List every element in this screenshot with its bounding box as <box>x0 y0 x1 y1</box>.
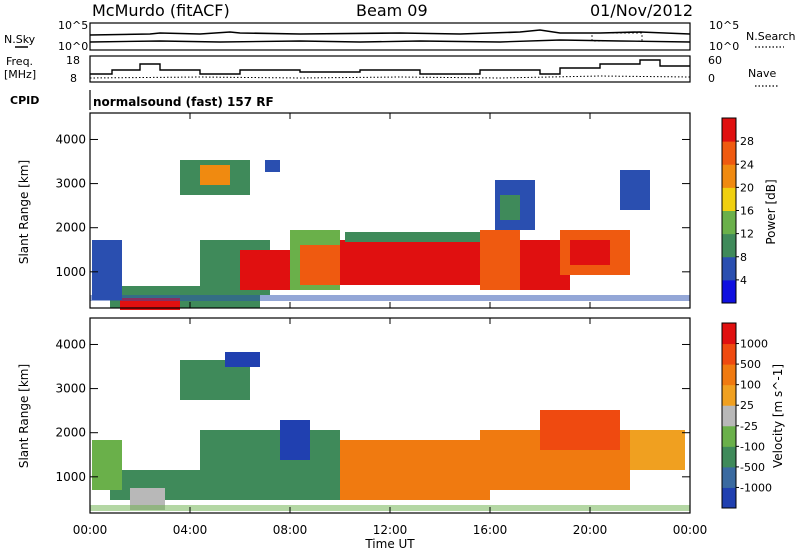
x-tick-label: 00:00 <box>673 523 708 537</box>
nave-label: Nave <box>748 67 776 80</box>
nave-tick-bottom: 0 <box>708 72 715 85</box>
x-tick-label: 04:00 <box>173 523 208 537</box>
power-colorbar-tick-label: 20 <box>740 181 754 194</box>
power-colorbar-tick-label: 28 <box>740 135 754 148</box>
velocity-colorbar-segment <box>722 343 736 365</box>
velocity-colorbar-segment <box>722 425 736 447</box>
power-ytick-label: 1000 <box>55 265 86 279</box>
power-data-layer <box>90 160 690 310</box>
power-colorbar-segment <box>722 233 736 258</box>
velocity-colorbar-frame <box>721 322 737 509</box>
sky-tick-bottom: 10^0 <box>58 40 88 53</box>
velocity-data-layer <box>90 352 690 511</box>
x-tick-label: 12:00 <box>373 523 408 537</box>
freq-label-line1: Freq. <box>6 55 33 68</box>
frequency-line <box>90 59 690 75</box>
nave-line <box>89 75 691 79</box>
velocity-colorbar-label: Velocity [m s^-1] <box>771 364 785 468</box>
x-tick-label: 00:00 <box>73 523 108 537</box>
velocity-colorbar-tick-label: -100 <box>740 440 765 453</box>
power-colorbar-tick-label: 12 <box>740 228 754 241</box>
power-colorbar-segment <box>722 256 736 281</box>
cpid-label: CPID <box>10 94 39 107</box>
sky-noise-line <box>89 29 691 36</box>
search-tick-top: 10^5 <box>709 19 739 32</box>
velocity-colorbar-segment <box>722 487 736 509</box>
velocity-colorbar-segment <box>722 405 736 427</box>
velocity-ytick-label: 2000 <box>55 426 86 440</box>
velocity-colorbar-tick-label: 500 <box>740 358 761 371</box>
power-colorbar-segment <box>722 187 736 211</box>
title-date: 01/Nov/2012 <box>590 1 693 20</box>
velocity-colorbar-segment <box>722 364 736 386</box>
velocity-panel: Slant Range [km] 1000 2000 3000 4000 1000 50… <box>17 317 785 514</box>
search-label: N.Search <box>746 30 796 43</box>
velocity-colorbar-tick-label: 25 <box>740 399 754 412</box>
velocity-ytick-label: 4000 <box>55 337 86 351</box>
power-colorbar-segment <box>722 118 736 142</box>
power-colorbar-segment <box>722 141 736 165</box>
power-colorbar-segment <box>722 164 736 188</box>
power-colorbar-tick-label: 8 <box>740 251 747 264</box>
nave-tick-top: 60 <box>708 54 722 67</box>
freq-tick-bottom: 8 <box>70 72 77 85</box>
velocity-ytick-label: 3000 <box>55 382 86 396</box>
power-ytick-label: 3000 <box>55 177 86 191</box>
velocity-colorbar-tick-label: 100 <box>740 379 761 392</box>
power-colorbar-label: Power [dB] <box>764 179 778 244</box>
velocity-colorbar-tick-label: -1000 <box>740 481 772 494</box>
sky-label: N.Sky <box>4 33 36 46</box>
power-colorbar-tick-label: 16 <box>740 205 754 218</box>
velocity-colorbar-segment <box>722 446 736 468</box>
sky-tick-top: 10^5 <box>58 19 88 32</box>
x-tick-label: 16:00 <box>473 523 508 537</box>
frequency-panel: Freq. [MHz] 18 8 60 0 Nave <box>4 54 778 87</box>
power-colorbar-tick-label: 24 <box>740 158 754 171</box>
velocity-ylabel: Slant Range [km] <box>17 364 31 468</box>
search-noise-line <box>89 39 691 43</box>
power-ytick-label: 4000 <box>55 132 86 146</box>
velocity-ytick-label: 1000 <box>55 470 86 484</box>
x-axis-label: Time UT <box>364 537 415 551</box>
sky-noise-panel: N.Sky 10^5 10^0 10^5 10^0 N.Search <box>4 19 796 53</box>
x-tick-label: 08:00 <box>273 523 308 537</box>
velocity-colorbar-segment <box>722 323 736 345</box>
search-tick-bottom: 10^0 <box>709 40 739 53</box>
freq-label-line2: [MHz] <box>4 68 36 81</box>
freq-tick-top: 18 <box>66 54 80 67</box>
velocity-colorbar-tick-label: 1000 <box>740 338 768 351</box>
cpid-text: normalsound (fast) 157 RF <box>93 95 274 109</box>
power-ylabel: Slant Range [km] <box>17 160 31 264</box>
power-ytick-label: 2000 <box>55 221 86 235</box>
title-beam: Beam 09 <box>356 1 428 20</box>
power-colorbar-tick-label: 4 <box>740 274 747 287</box>
power-panel: Slant Range [km] 1000 2000 3000 4000 4 8 12 16… <box>17 112 778 310</box>
velocity-colorbar-tick-label: -25 <box>740 420 758 433</box>
x-tick-label: 20:00 <box>573 523 608 537</box>
power-colorbar-segment <box>722 210 736 235</box>
power-colorbar-segment <box>722 279 736 304</box>
velocity-colorbar-segment <box>722 384 736 406</box>
velocity-colorbar-tick-label: -500 <box>740 461 765 474</box>
velocity-colorbar-segment <box>722 466 736 488</box>
title-station: McMurdo (fitACF) <box>92 1 230 20</box>
